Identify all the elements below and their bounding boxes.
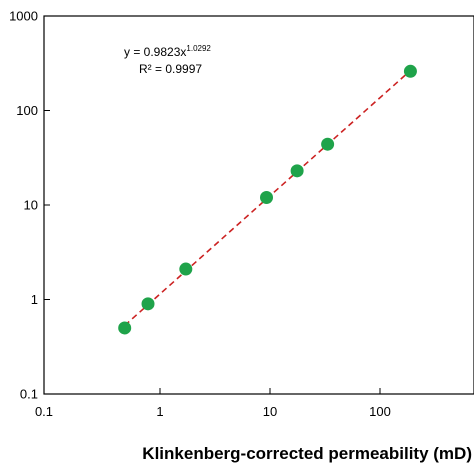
data-point	[260, 191, 274, 205]
equation-exponent: 1.0292	[186, 44, 211, 53]
r-squared-label: R² = 0.9997	[139, 62, 202, 76]
x-tick-label: 0.1	[35, 404, 53, 419]
x-tick-label: 10	[263, 404, 277, 419]
x-axis-title: Klinkenberg-corrected permeability (mD)	[142, 444, 472, 463]
y-tick-label: 100	[16, 103, 38, 118]
data-points	[118, 64, 417, 335]
y-tick-label: 1000	[9, 9, 38, 24]
tick-labels: 0.1 1 10 100 0.1 1 10 100 1000	[9, 9, 391, 420]
y-tick-label: 10	[24, 198, 38, 213]
equation-main: y = 0.9823x	[124, 45, 186, 59]
data-point	[118, 321, 132, 335]
x-tick-label: 100	[369, 404, 391, 419]
y-tick-label: 0.1	[20, 387, 38, 402]
x-tick-label: 1	[156, 404, 163, 419]
data-point	[141, 297, 155, 311]
y-tick-label: 1	[31, 292, 38, 307]
data-point	[403, 64, 417, 78]
data-point	[179, 262, 193, 276]
axis-ticks	[43, 15, 381, 395]
data-point	[290, 164, 304, 178]
trendline-equation: y = 0.9823x1.0292	[124, 44, 211, 59]
data-point	[321, 137, 335, 151]
